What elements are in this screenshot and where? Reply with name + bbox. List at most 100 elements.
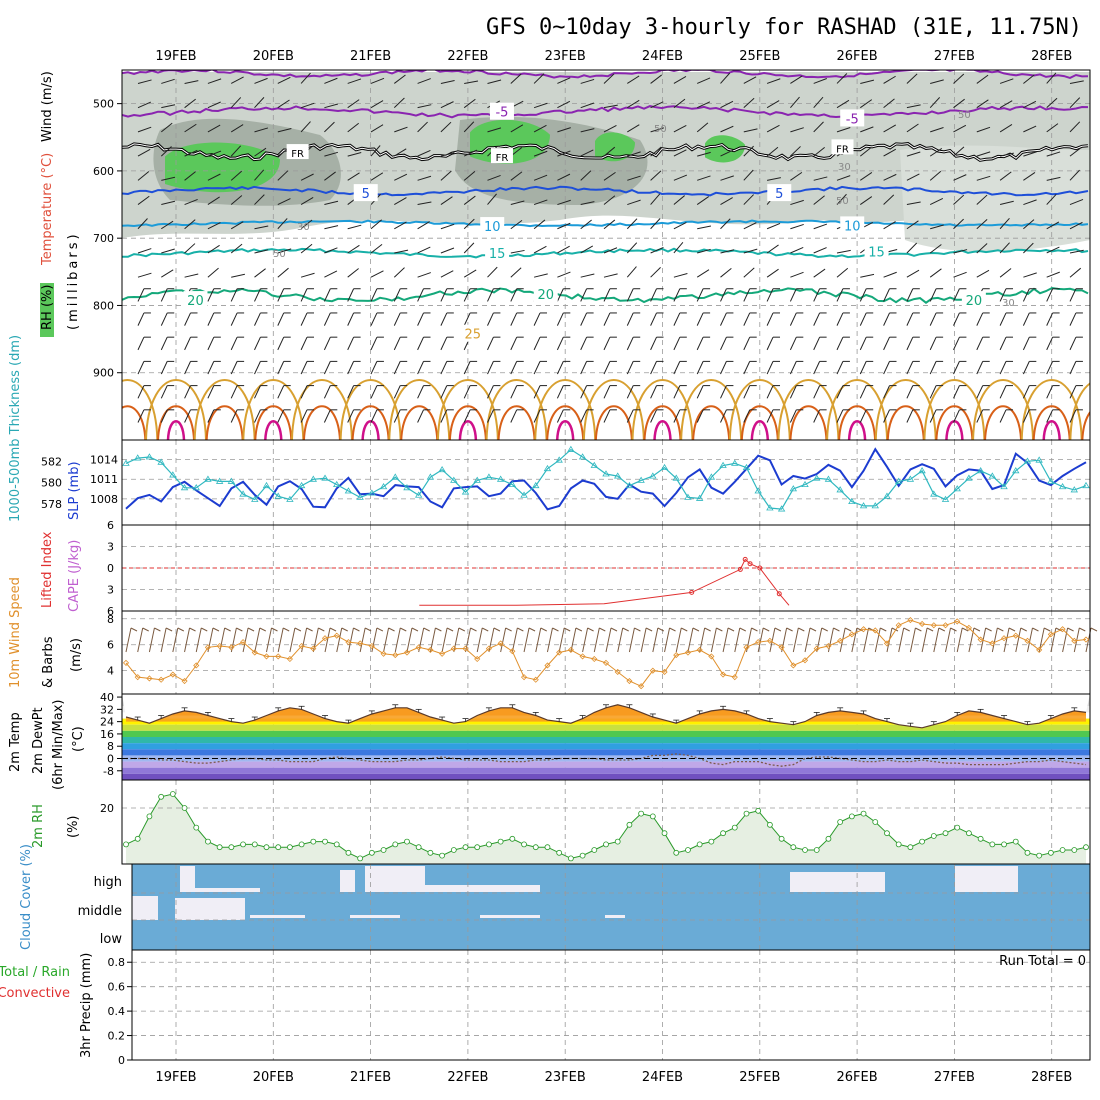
temperature-band bbox=[122, 767, 1090, 774]
wind-barb bbox=[300, 272, 315, 278]
wind-barb bbox=[347, 385, 355, 399]
wind-barb bbox=[953, 409, 960, 423]
surface-wind-barb-tick bbox=[388, 627, 395, 632]
surface-wind-barb-tick bbox=[177, 627, 185, 632]
thickness-marker bbox=[134, 454, 142, 461]
surface-wind-barb bbox=[242, 627, 249, 653]
wind-barb bbox=[813, 312, 821, 326]
wind-barb bbox=[533, 336, 541, 351]
isotherm-25 bbox=[290, 379, 353, 440]
wind-barb bbox=[580, 273, 595, 278]
wind-barb bbox=[160, 288, 168, 302]
rh2m-axis-label: 2m RH bbox=[31, 804, 46, 848]
surface-wind-barb bbox=[734, 627, 741, 653]
isotherm-30 bbox=[157, 405, 195, 440]
wind-barb bbox=[906, 385, 914, 399]
wind-barb bbox=[137, 148, 151, 157]
wind-speed-marker bbox=[720, 671, 727, 678]
isotherm-30 bbox=[984, 405, 1023, 440]
wind-barb bbox=[393, 288, 401, 302]
lifted-index-tick-label: 3 bbox=[107, 541, 114, 554]
wind-barb bbox=[906, 361, 914, 375]
wind-barb bbox=[976, 194, 988, 205]
surface-wind-barb-tick bbox=[154, 627, 161, 632]
rh2m-marker bbox=[193, 824, 200, 831]
wind-barb bbox=[1023, 272, 1037, 278]
thickness-marker bbox=[473, 476, 481, 483]
wind-barb bbox=[953, 146, 965, 157]
wind-barb bbox=[487, 312, 494, 326]
wind-barb bbox=[207, 173, 221, 181]
wind-barb bbox=[440, 270, 454, 278]
cloud-high-label: high bbox=[94, 875, 122, 890]
wind-barb bbox=[184, 198, 198, 206]
wind-barb bbox=[510, 200, 525, 206]
wind-speed-marker bbox=[1012, 632, 1019, 639]
wind-barb bbox=[394, 126, 408, 133]
wind-barb bbox=[697, 77, 711, 84]
surface-wind-barb-tick bbox=[587, 627, 594, 632]
wind-speed-tick-label: 4 bbox=[107, 665, 114, 678]
wind-barb bbox=[370, 100, 384, 109]
wind-barb bbox=[370, 270, 384, 278]
wind-barb bbox=[743, 76, 757, 84]
isotherm-30 bbox=[400, 405, 439, 440]
wind-speed-marker bbox=[766, 637, 773, 644]
isotherm-value-label: 5 bbox=[362, 187, 370, 202]
wind-barb bbox=[510, 361, 518, 375]
wind-barb bbox=[580, 128, 595, 133]
wind-barb bbox=[557, 100, 571, 109]
rh-shading-green bbox=[595, 132, 635, 162]
wind-barb bbox=[720, 149, 734, 157]
wind-barb bbox=[650, 218, 661, 230]
thickness-marker bbox=[461, 488, 470, 495]
surface-wind-barb bbox=[921, 627, 928, 653]
wind-barb bbox=[184, 409, 191, 423]
wind-barb bbox=[487, 336, 494, 351]
wind-barb bbox=[463, 385, 471, 399]
isotherm-25 bbox=[242, 379, 305, 440]
wind-barb bbox=[1046, 288, 1054, 302]
wind-barb bbox=[393, 361, 401, 375]
surface-wind-barb bbox=[219, 627, 226, 653]
wind-barb bbox=[603, 312, 611, 326]
rh2m-marker bbox=[638, 810, 645, 817]
wind-barb bbox=[1069, 409, 1077, 423]
rh2m-marker bbox=[1036, 852, 1043, 859]
wind-barb bbox=[463, 218, 475, 230]
rh2m-marker bbox=[532, 844, 539, 851]
wind-barb bbox=[650, 288, 657, 302]
temperature-axis-label: Temperature (°C) bbox=[40, 153, 55, 266]
thickness-marker bbox=[801, 480, 809, 488]
wind-barb bbox=[300, 102, 315, 109]
wind-barb bbox=[300, 197, 314, 205]
wind-barb bbox=[813, 147, 825, 157]
wind-barb bbox=[533, 409, 541, 423]
rh2m-marker bbox=[825, 835, 832, 842]
wind-barb bbox=[394, 221, 407, 230]
wind-barb bbox=[999, 242, 1010, 254]
temperature-tick-label: 40 bbox=[100, 691, 114, 704]
wind-speed-marker bbox=[474, 655, 481, 663]
wind-barb bbox=[254, 336, 261, 351]
wind-barb bbox=[1023, 151, 1037, 157]
wind-barb bbox=[370, 172, 384, 181]
wind-speed-marker bbox=[556, 649, 563, 656]
wind-barb bbox=[1023, 199, 1037, 206]
surface-wind-barb bbox=[511, 627, 518, 653]
wind-barb bbox=[720, 197, 733, 205]
wind-barb bbox=[1046, 312, 1054, 326]
wind-barb bbox=[789, 385, 797, 399]
temperature-mask bbox=[122, 694, 1090, 728]
wind-barb bbox=[603, 336, 611, 351]
rh2m-marker bbox=[474, 844, 481, 851]
wind-barb bbox=[766, 361, 774, 375]
wind-barb bbox=[254, 312, 261, 326]
surface-wind-barb-tick bbox=[751, 627, 758, 632]
wind-speed-marker bbox=[1047, 631, 1054, 638]
temperature-band bbox=[122, 724, 1090, 731]
thickness-marker bbox=[894, 477, 903, 484]
thickness-marker bbox=[976, 467, 985, 474]
wind-barb bbox=[999, 361, 1007, 375]
wind-barb bbox=[953, 385, 960, 399]
